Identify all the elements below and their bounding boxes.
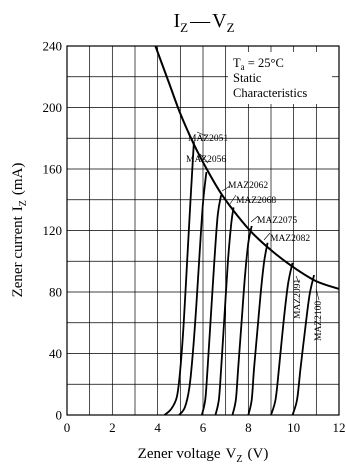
series-label-maz2068: MAZ2068: [236, 196, 276, 206]
series-label-maz2100: MAZ2100: [314, 301, 324, 341]
conditions-ta-sub: a: [241, 62, 245, 72]
series-label-maz2082: MAZ2082: [270, 234, 310, 244]
title-dash: —: [189, 10, 211, 32]
chart-title: IZ — VZ: [173, 10, 234, 35]
series-label-maz2056: MAZ2056: [186, 155, 226, 165]
plot-frame: [66, 45, 340, 416]
limit-curve: [154, 45, 340, 290]
conditions-note-bg: [228, 52, 332, 104]
series-leader-line: [250, 215, 259, 223]
conditions-characteristics: Characteristics: [233, 86, 307, 100]
series-leader-line: [229, 194, 237, 205]
x-tick-label: 10: [287, 420, 300, 435]
series-label-maz2075: MAZ2075: [257, 216, 297, 226]
y-axis-label-var: I: [10, 206, 26, 211]
x-axis-label: Zener voltage VZ (V): [138, 446, 269, 465]
y-tick-label: 160: [43, 162, 63, 177]
conditions-ta-value: = 25°C: [245, 56, 284, 70]
series-leader-line: [315, 288, 320, 301]
conditions-static: Static: [233, 71, 262, 85]
series-label-maz2062: MAZ2062: [228, 181, 268, 191]
series-leader-line: [221, 185, 231, 192]
y-axis-label-unit: (mA): [10, 163, 26, 196]
y-tick-label: 80: [49, 285, 62, 300]
x-axis-label-unit: (V): [248, 446, 269, 462]
series-labels: MAZ2051 MAZ2056 MAZ2062 MAZ2068 MAZ2075 MAZ20…: [186, 131, 324, 341]
y-tick-label: 0: [56, 408, 63, 423]
y-tick-label: 200: [43, 100, 63, 115]
x-tick-label: 4: [154, 420, 161, 435]
y-tick-label: 40: [49, 346, 62, 361]
series-curve-maz2082: [247, 242, 269, 416]
series-leader-line: [263, 232, 271, 241]
x-axis-label-main: Zener voltage: [138, 446, 221, 462]
series-label-maz2091: MAZ2091: [293, 279, 303, 319]
series-curve-maz2075: [231, 225, 253, 416]
series-leader-line: [196, 131, 207, 137]
conditions-ta: Ta = 25°C: [233, 56, 284, 72]
series-label-maz2051: MAZ2051: [188, 134, 228, 144]
series-curve-maz2100: [291, 274, 315, 416]
x-tick-label: 6: [200, 420, 207, 435]
title-var-i: I: [173, 10, 180, 32]
y-tick-label: 240: [43, 39, 63, 54]
series-leader-line: [199, 153, 209, 164]
series-curve-maz2062: [200, 194, 223, 416]
plot-curves: [154, 45, 340, 416]
y-axis-label-main: Zener current: [10, 215, 26, 297]
x-axis-label-sub: Z: [236, 454, 242, 465]
series-curve-maz2051: [163, 141, 195, 416]
conditions-ta-var: T: [233, 56, 241, 70]
series-curve-maz2068: [214, 207, 235, 416]
x-tick-label: 8: [245, 420, 252, 435]
y-tick-label: 120: [43, 223, 63, 238]
x-tick-label: 2: [109, 420, 116, 435]
title-var-v: V: [212, 10, 227, 32]
x-tick-label: 0: [64, 420, 71, 435]
series-curve-maz2091: [270, 262, 294, 416]
y-axis-label-sub: Z: [18, 200, 29, 206]
x-axis-label-var: V: [226, 446, 237, 462]
conditions-note: Ta = 25°C Static Characteristics: [228, 52, 332, 104]
series-leader-line: [295, 275, 300, 284]
y-axis-label: Zener current IZ (mA): [10, 163, 29, 298]
title-sub-z1: Z: [180, 20, 188, 35]
series-curve-maz2056: [178, 171, 208, 416]
title-sub-z2: Z: [227, 20, 235, 35]
x-tick-label: 12: [333, 420, 346, 435]
